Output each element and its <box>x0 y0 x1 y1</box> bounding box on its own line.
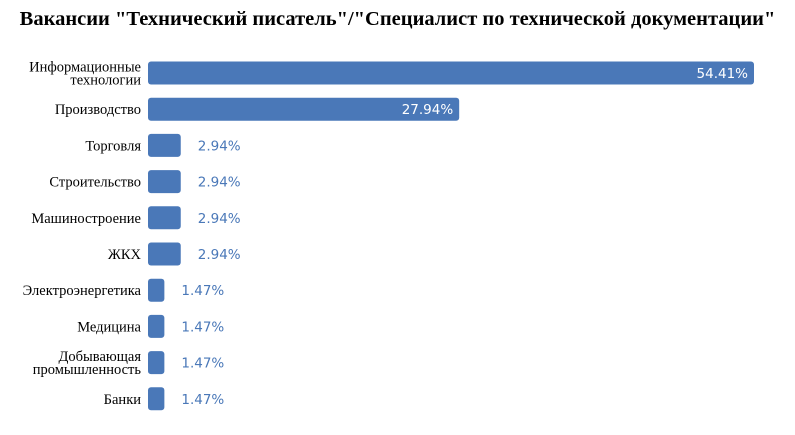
category-label: Медицина <box>77 319 141 335</box>
bar <box>148 351 165 375</box>
category-label: ЖКХ <box>108 247 142 263</box>
bar <box>148 170 181 194</box>
category-label: Торговля <box>85 138 141 154</box>
bar <box>148 242 181 266</box>
chart-title: Вакансии "Технический писатель"/"Специал… <box>19 8 776 30</box>
category-label: Машиностроение <box>31 211 141 227</box>
data-label: 2.94% <box>198 175 241 191</box>
data-label: 2.94% <box>198 247 241 263</box>
category-label: Добывающая промышленность <box>33 349 142 378</box>
data-label: 1.47% <box>181 319 224 335</box>
category-label: Строительство <box>49 175 141 191</box>
category-label: Информационные технологии <box>29 60 141 89</box>
data-label: 2.94% <box>198 138 241 154</box>
data-label: 1.47% <box>181 356 224 372</box>
bar <box>148 61 754 85</box>
bar <box>148 97 460 121</box>
bar <box>148 133 181 157</box>
category-label: Электроэнергетика <box>23 283 142 299</box>
bar <box>148 314 165 338</box>
data-label: 54.41% <box>697 66 749 82</box>
data-label: 1.47% <box>181 283 224 299</box>
bar <box>148 206 181 230</box>
bar <box>148 278 165 302</box>
category-label: Производство <box>55 102 141 118</box>
data-label: 27.94% <box>402 102 454 118</box>
data-label: 2.94% <box>198 211 241 227</box>
category-label: Банки <box>104 392 142 408</box>
data-label: 1.47% <box>181 392 224 408</box>
bar <box>148 387 165 411</box>
